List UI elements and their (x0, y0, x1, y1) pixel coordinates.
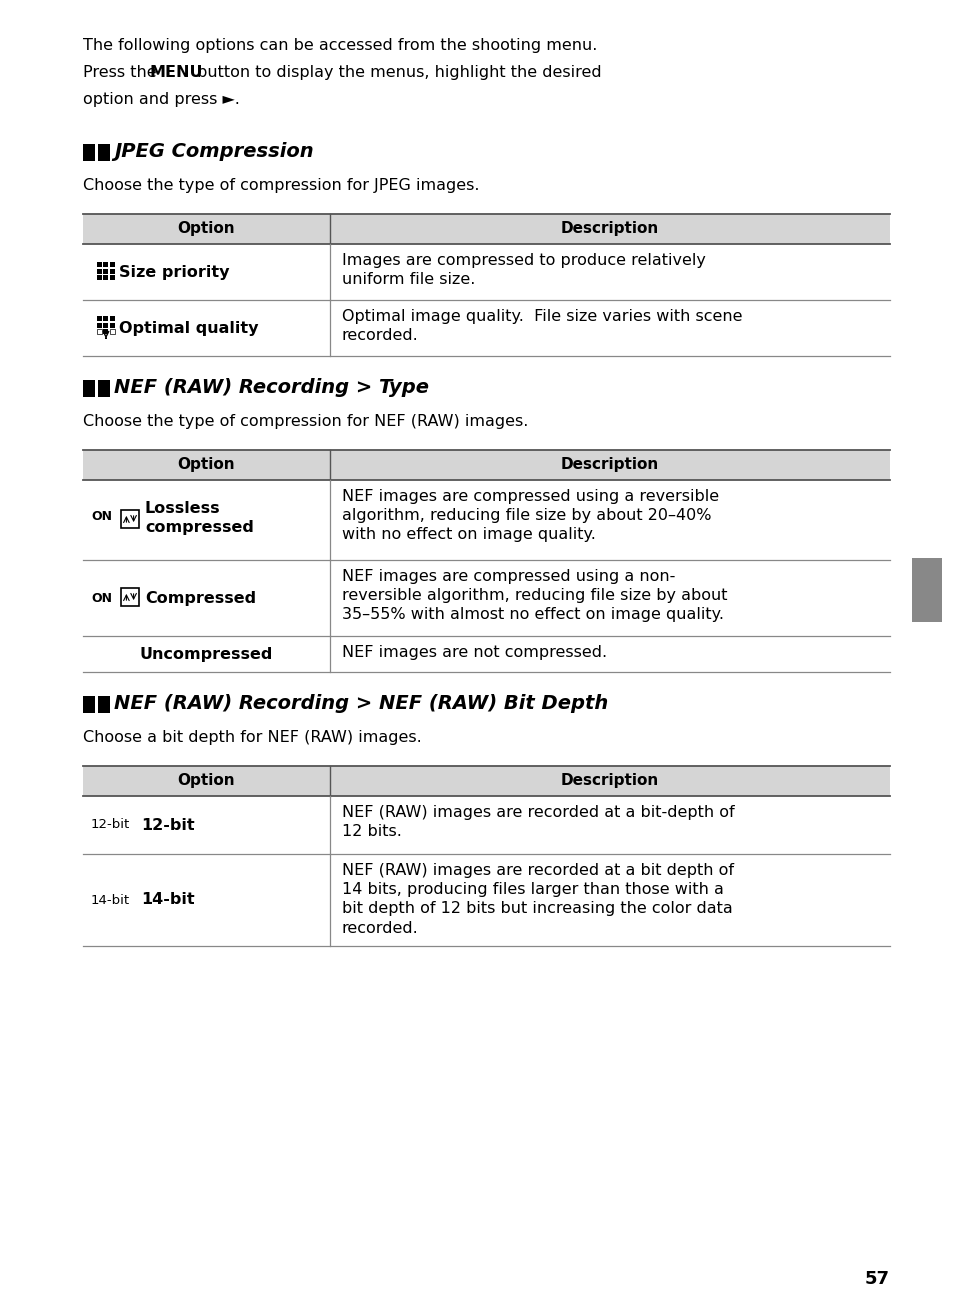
Text: Choose a bit depth for NEF (RAW) images.: Choose a bit depth for NEF (RAW) images. (83, 731, 421, 745)
Bar (103, 261, 109, 267)
Text: 57: 57 (864, 1271, 889, 1288)
Text: Option: Option (177, 774, 235, 788)
Bar (110, 328, 115, 334)
Bar (97, 315, 102, 321)
Text: 14-bit: 14-bit (141, 892, 194, 908)
Bar (83, 380, 95, 397)
Bar (98, 145, 110, 162)
Bar (98, 696, 110, 714)
Bar (97, 322, 102, 327)
Text: JPEG Compression: JPEG Compression (113, 142, 314, 162)
Bar (83, 145, 95, 162)
Text: NEF images are compressed using a non-
reversible algorithm, reducing file size : NEF images are compressed using a non- r… (341, 569, 727, 623)
Bar (83, 766, 889, 796)
Bar (110, 268, 115, 273)
Text: Description: Description (560, 222, 659, 237)
Text: ON: ON (91, 510, 112, 523)
Text: Lossless
compressed: Lossless compressed (145, 501, 253, 535)
Bar (103, 328, 109, 334)
Text: The following options can be accessed from the shooting menu.: The following options can be accessed fr… (83, 38, 597, 53)
Bar (97, 268, 102, 273)
Text: Press the: Press the (83, 64, 162, 80)
Text: Compressed: Compressed (145, 590, 255, 606)
Bar (121, 510, 139, 528)
Text: NEF (RAW) images are recorded at a bit depth of
14 bits, producing files larger : NEF (RAW) images are recorded at a bit d… (341, 863, 733, 936)
Bar (110, 261, 115, 267)
Bar (103, 275, 109, 280)
Bar (83, 696, 95, 714)
Bar (110, 275, 115, 280)
Text: NEF images are compressed using a reversible
algorithm, reducing file size by ab: NEF images are compressed using a revers… (341, 489, 719, 543)
Text: button to display the menus, highlight the desired: button to display the menus, highlight t… (192, 64, 601, 80)
Text: Description: Description (560, 457, 659, 473)
Text: 14-bit: 14-bit (91, 894, 130, 907)
Bar (83, 449, 889, 480)
Text: option and press ►.: option and press ►. (83, 92, 239, 106)
Text: MENU: MENU (150, 64, 203, 80)
Bar (97, 328, 102, 334)
Text: Images are compressed to produce relatively
uniform file size.: Images are compressed to produce relativ… (341, 254, 705, 288)
Text: Choose the type of compression for JPEG images.: Choose the type of compression for JPEG … (83, 177, 479, 193)
Text: Size priority: Size priority (119, 264, 230, 280)
Text: 12-bit: 12-bit (91, 819, 131, 832)
Text: NEF (RAW) images are recorded at a bit-depth of
12 bits.: NEF (RAW) images are recorded at a bit-d… (341, 805, 734, 840)
Text: Uncompressed: Uncompressed (140, 646, 273, 661)
Text: Option: Option (177, 222, 235, 237)
Bar (110, 322, 115, 327)
Bar (121, 587, 139, 606)
Text: Description: Description (560, 774, 659, 788)
Text: NEF (RAW) Recording > NEF (RAW) Bit Depth: NEF (RAW) Recording > NEF (RAW) Bit Dept… (113, 694, 608, 714)
Text: ON: ON (91, 591, 112, 604)
Text: ←: ← (918, 579, 935, 600)
Bar (103, 315, 109, 321)
Bar (103, 268, 109, 273)
Bar (97, 261, 102, 267)
Text: Choose the type of compression for NEF (RAW) images.: Choose the type of compression for NEF (… (83, 414, 528, 428)
Bar (98, 380, 110, 397)
Text: Option: Option (177, 457, 235, 473)
Bar (83, 214, 889, 244)
Text: 12-bit: 12-bit (141, 817, 194, 833)
Text: NEF (RAW) Recording > Type: NEF (RAW) Recording > Type (113, 378, 429, 397)
Bar (911, 558, 941, 622)
Bar (110, 315, 115, 321)
Text: Optimal quality: Optimal quality (119, 321, 258, 335)
Bar (97, 275, 102, 280)
Bar (103, 322, 109, 327)
Text: Optimal image quality.  File size varies with scene
recorded.: Optimal image quality. File size varies … (341, 309, 741, 343)
Text: NEF images are not compressed.: NEF images are not compressed. (341, 645, 606, 660)
